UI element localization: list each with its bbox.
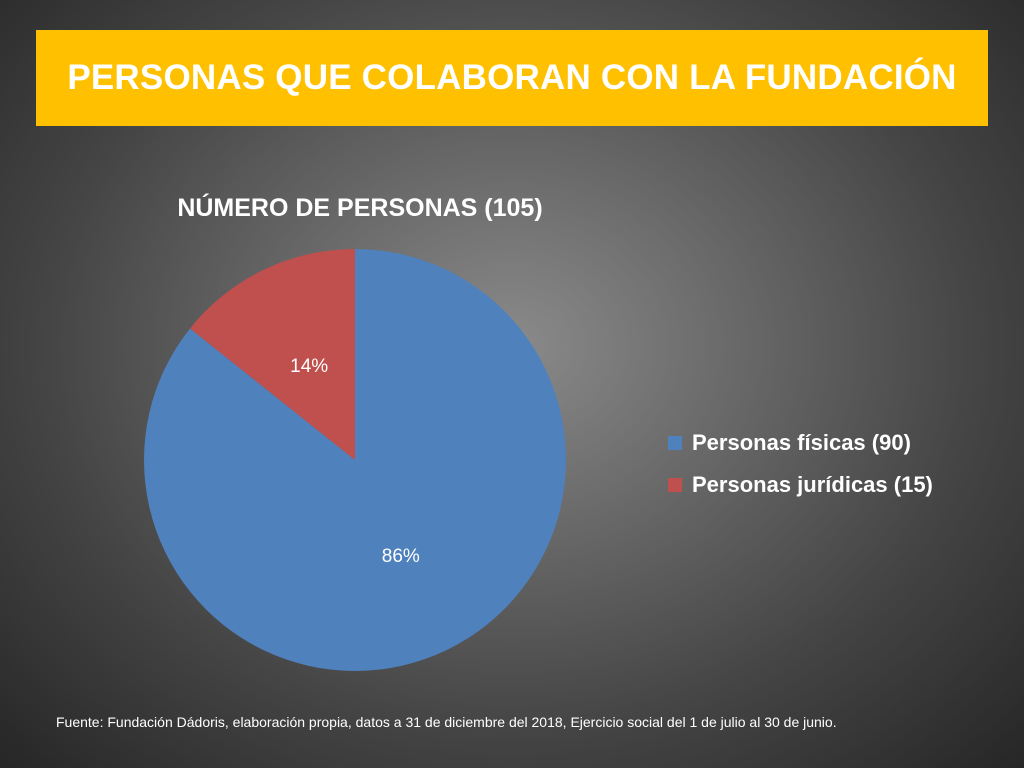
pie-data-label-personas-juridicas: 14% — [290, 356, 328, 377]
chart-legend: Personas físicas (90) Personas jurídicas… — [668, 422, 933, 506]
pie-slice-personas-juridicas — [190, 249, 355, 460]
legend-swatch-personas-juridicas — [668, 478, 682, 492]
slide-title: PERSONAS QUE COLABORAN CON LA FUNDACIÓN — [67, 58, 957, 97]
pie-data-label-personas-fisicas: 86% — [382, 546, 420, 567]
legend-label-personas-juridicas: Personas jurídicas (15) — [692, 472, 933, 497]
title-banner: PERSONAS QUE COLABORAN CON LA FUNDACIÓN — [36, 30, 988, 126]
chart-title: NÚMERO DE PERSONAS (105) — [177, 194, 543, 222]
legend-item-personas-juridicas: Personas jurídicas (15) — [668, 464, 933, 506]
source-footnote: Fuente: Fundación Dádoris, elaboración p… — [56, 714, 837, 730]
legend-swatch-personas-fisicas — [668, 436, 682, 450]
legend-label-personas-fisicas: Personas físicas (90) — [692, 430, 911, 455]
legend-item-personas-fisicas: Personas físicas (90) — [668, 422, 933, 464]
pie-slice-personas-fisicas — [143, 249, 566, 671]
